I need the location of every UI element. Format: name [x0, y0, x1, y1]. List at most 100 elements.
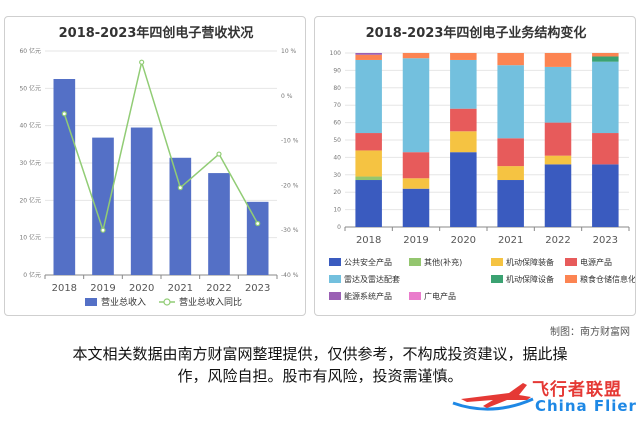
legend-label: 粮食仓储信息化改造 [580, 274, 636, 284]
stack-segment [544, 155, 572, 165]
legend-label: 机动保障装备 [506, 257, 554, 267]
y-left-tick-label: 20 亿元 [19, 196, 41, 204]
stack-segment [355, 176, 382, 181]
x-tick-label: 2023 [245, 283, 270, 294]
revenue-bar [130, 127, 153, 276]
legend-swatch-revenue [85, 298, 97, 306]
stack-segment [544, 66, 572, 123]
revenue-bar [92, 137, 114, 275]
x-tick-label: 2022 [545, 235, 570, 246]
stack-segment [497, 53, 524, 66]
yoy-point [139, 59, 145, 65]
y-right-tick-label: -30 % [281, 227, 299, 234]
yoy-line [63, 59, 259, 233]
y-tick-label: 70 [333, 102, 341, 109]
legend-label: 其他(补充) [424, 257, 462, 267]
stack-segment [497, 166, 524, 181]
revenue-chart-panel: 2018-2023年四创电子营收状况 0 亿元 10 亿元 20 亿元 30 亿元 40 … [4, 16, 306, 316]
stack-segment [402, 58, 430, 153]
legend-label: 广电产品 [424, 291, 456, 301]
stack-segment [592, 53, 619, 57]
yoy-point [100, 227, 106, 233]
legend-swatch [329, 292, 341, 300]
x-tick-label: 2021 [168, 283, 193, 294]
stack-segment [402, 178, 430, 189]
y-tick-label: 30 [333, 172, 341, 179]
x-tick-label: 2019 [403, 235, 428, 246]
y-left-tick-label: 0 亿元 [23, 271, 41, 279]
x-tick-label: 2020 [451, 235, 476, 246]
legend-marker-yoy [163, 298, 171, 306]
legend-label: 公共安全产品 [344, 257, 392, 267]
disclaimer-line-1: 本文相关数据由南方财富网整理提供，仅供参考，不构成投资建议，据此操 [72, 345, 568, 363]
y-tick-label: 50 [333, 137, 341, 144]
stack-segment [450, 53, 477, 60]
stack-segment [450, 108, 477, 132]
y-tick-label: 60 [333, 120, 341, 127]
y-left-tick-label: 50 亿元 [19, 84, 41, 92]
legend-swatch [565, 258, 577, 266]
y-right-tick-label: -10 % [281, 138, 299, 145]
china-flier-logo: 飞行者联盟 China Flier [447, 365, 637, 425]
x-tick-label: 2019 [90, 283, 115, 294]
stack-segment [497, 138, 524, 167]
stack-segment [355, 133, 382, 151]
y-tick-label: 80 [333, 85, 341, 92]
airplane-icon [452, 383, 534, 411]
y-right-tick-label: -40 % [281, 272, 299, 279]
x-tick-label: 2020 [129, 283, 154, 294]
stack-segment [355, 59, 382, 134]
stack-segment [355, 53, 382, 55]
structure-chart-title: 2018-2023年四创电子业务结构变化 [366, 25, 587, 41]
x-tick-label: 2018 [52, 283, 77, 294]
disclaimer-text: 本文相关数据由南方财富网整理提供，仅供参考，不构成投资建议，据此操 作，风险自担… [40, 343, 600, 387]
x-tick-label: 2023 [593, 235, 618, 246]
yoy-point [255, 220, 261, 227]
revenue-bar [246, 201, 269, 275]
y-right-tick-label: 0 % [281, 93, 293, 100]
chart-credit: 制图：南方财富网 [550, 327, 630, 338]
stack-segment [355, 180, 382, 227]
revenue-bar [53, 79, 76, 275]
y-tick-label: 100 [330, 50, 342, 57]
revenue-chart: 2018-2023年四创电子营收状况 0 亿元 10 亿元 20 亿元 30 亿元 40 … [19, 25, 299, 308]
revenue-bar [208, 173, 230, 275]
logo-text-cn: 飞行者联盟 [532, 380, 622, 400]
stack-segment [592, 133, 619, 165]
y-right-tick-label: -20 % [281, 182, 299, 189]
stack-segment [592, 56, 619, 62]
x-tick-label: 2022 [206, 283, 231, 294]
stack-segment [450, 131, 477, 153]
stack-segment [497, 65, 524, 139]
y-right-tick-label: 10 % [281, 48, 297, 55]
stack-segment [355, 150, 382, 177]
stack-segment [402, 53, 430, 59]
revenue-bar [169, 157, 192, 275]
stack-segment [450, 152, 477, 227]
stack-segment [592, 61, 619, 134]
legend-swatch [329, 275, 341, 283]
yoy-point [177, 185, 183, 191]
legend-swatch [409, 292, 421, 300]
logo-text-en: China Flier [535, 397, 637, 415]
y-tick-label: 0 [337, 224, 341, 231]
legend-label-revenue: 营业总收入 [101, 296, 146, 308]
stack-segment [592, 164, 619, 227]
y-tick-label: 20 [333, 189, 341, 196]
legend-swatch [409, 258, 421, 266]
revenue-chart-title: 2018-2023年四创电子营收状况 [59, 25, 254, 41]
stack-segment [402, 188, 430, 227]
y-tick-label: 90 [333, 67, 341, 74]
structure-chart-panel: 2018-2023年四创电子业务结构变化 0 10 20 30 40 50 60 70 80 90 1… [314, 16, 636, 316]
stack-segment [402, 152, 430, 179]
stack-segment [544, 53, 572, 67]
stack-segment [450, 59, 477, 109]
legend-label: 电源产品 [580, 257, 612, 267]
x-tick-label: 2018 [356, 235, 381, 246]
y-tick-label: 10 [333, 207, 341, 214]
y-left-tick-label: 60 亿元 [19, 47, 41, 55]
legend-label: 机动保障设备 [506, 274, 554, 284]
yoy-point [61, 111, 67, 117]
y-left-tick-label: 30 亿元 [19, 159, 41, 167]
stack-segment [544, 122, 572, 156]
